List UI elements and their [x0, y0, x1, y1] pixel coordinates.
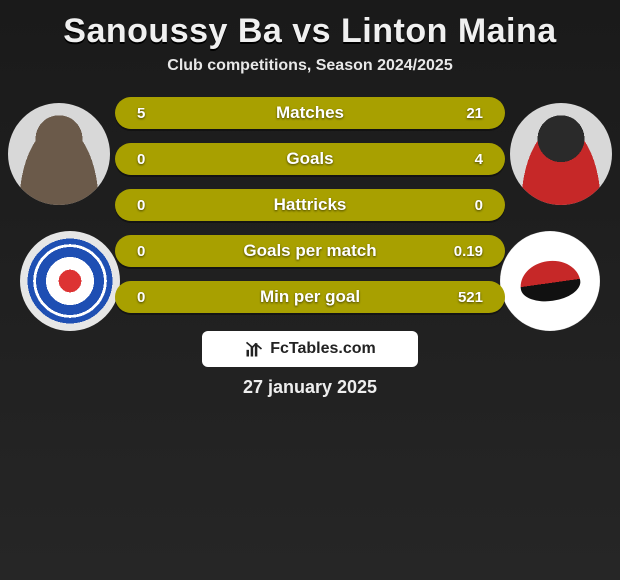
stat-left-value: 5 — [137, 105, 145, 122]
snapshot-date: 27 january 2025 — [0, 377, 620, 398]
player-portrait-icon — [8, 103, 110, 205]
stat-label: Matches — [115, 103, 505, 123]
stat-label: Goals — [115, 149, 505, 169]
stat-bars: 5 Matches 21 0 Goals 4 0 Hattricks 0 0 G… — [115, 97, 505, 313]
stat-left-value: 0 — [137, 289, 145, 306]
stat-row-hattricks: 0 Hattricks 0 — [115, 189, 505, 221]
stat-left-value: 0 — [137, 197, 145, 214]
club-left-badge — [20, 231, 120, 331]
stat-left-value: 0 — [137, 151, 145, 168]
comparison-stage: 5 Matches 21 0 Goals 4 0 Hattricks 0 0 G… — [0, 97, 620, 313]
branding-text: FcTables.com — [270, 340, 376, 358]
stat-right-value: 21 — [466, 105, 483, 122]
stat-right-value: 0.19 — [454, 243, 483, 260]
player-right-avatar — [510, 103, 612, 205]
page-title: Sanoussy Ba vs Linton Maina — [0, 0, 620, 57]
stat-right-value: 4 — [475, 151, 483, 168]
stat-row-goals-per-match: 0 Goals per match 0.19 — [115, 235, 505, 267]
branding-badge: FcTables.com — [202, 331, 418, 367]
chart-icon — [244, 339, 264, 359]
stat-label: Goals per match — [115, 241, 505, 261]
stat-label: Min per goal — [115, 287, 505, 307]
stat-right-value: 0 — [475, 197, 483, 214]
player-portrait-icon — [510, 103, 612, 205]
stat-row-min-per-goal: 0 Min per goal 521 — [115, 281, 505, 313]
stat-row-matches: 5 Matches 21 — [115, 97, 505, 129]
stat-row-goals: 0 Goals 4 — [115, 143, 505, 175]
stat-label: Hattricks — [115, 195, 505, 215]
subtitle: Club competitions, Season 2024/2025 — [0, 57, 620, 75]
club-right-badge — [500, 231, 600, 331]
stat-right-value: 521 — [458, 289, 483, 306]
player-left-avatar — [8, 103, 110, 205]
stat-left-value: 0 — [137, 243, 145, 260]
